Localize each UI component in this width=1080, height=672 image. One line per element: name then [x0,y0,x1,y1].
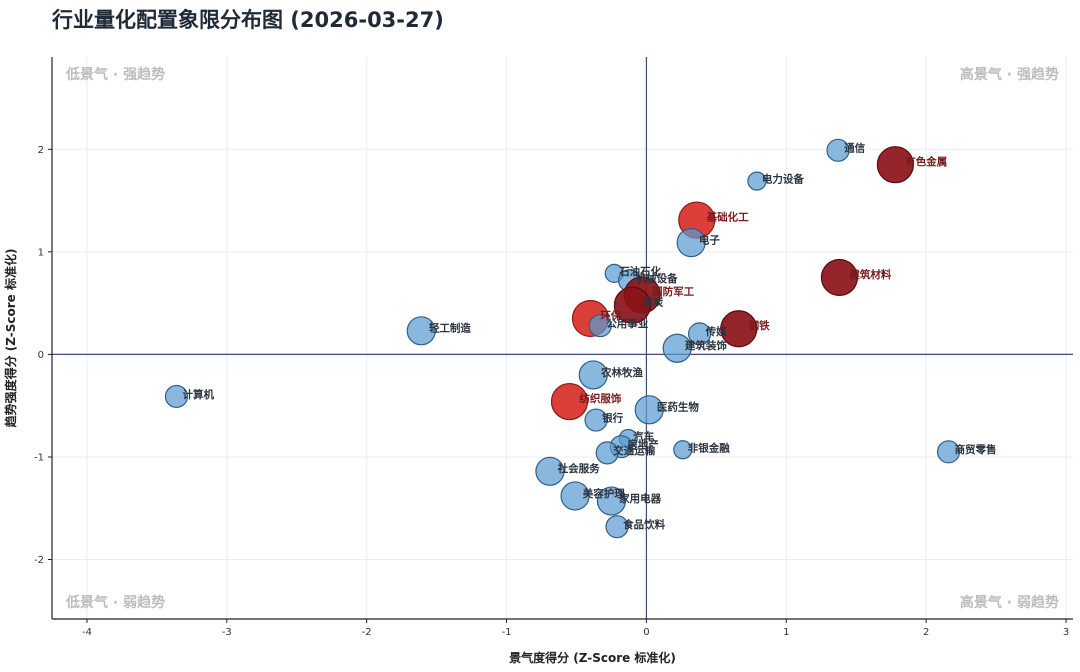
quadrant-label-top-left: 低景气 · 强趋势 [65,66,165,83]
data-point [662,333,692,363]
y-tick-label: -1 [34,452,44,463]
data-point-label: 农林牧渔 [600,366,643,379]
data-point [936,440,961,464]
quadrant-label-bottom-right: 高景气 · 弱趋势 [960,594,1059,611]
data-point-label: 钢铁 [749,319,770,332]
data-point-label: 有色金属 [905,155,947,168]
y-tick-label: -2 [34,555,44,566]
data-point [588,314,612,338]
data-point-label: 煤炭 [642,295,663,308]
x-tick-label: -4 [82,627,92,638]
data-point-label: 通信 [844,142,865,155]
data-point [634,395,664,425]
quadrant-label-bottom-left: 低景气 · 弱趋势 [65,594,165,611]
data-point-label: 纺织服饰 [579,392,621,405]
data-point-label: 国防军工 [652,285,694,298]
y-tick-label: 2 [38,145,44,156]
x-tick-label: 3 [1063,627,1069,638]
x-tick-label: 1 [783,627,789,638]
data-point [820,258,859,297]
data-point [673,440,693,460]
data-point [164,384,189,409]
data-point-label: 公用事业 [606,317,648,330]
data-point-label: 基础化工 [706,210,749,223]
data-point-label: 建筑装饰 [684,339,727,352]
data-point-label: 医药生物 [657,401,699,414]
data-point-label: 汽车 [633,430,654,443]
grid-layer [52,57,1073,619]
data-point [613,286,652,324]
data-point-label: 美容护理 [583,487,625,500]
x-tick-label: 2 [923,627,929,638]
y-axis-title: 趋势强度得分 (Z-Score 标准化) [3,249,18,428]
data-point-label: 石油石化 [618,265,661,278]
data-point [687,322,712,346]
data-point [747,171,767,191]
data-point-label: 计算机 [183,388,215,401]
data-point-label: 电子 [699,234,720,247]
data-point-label: 传媒 [705,325,727,338]
data-point-label: 交通运输 [613,444,655,457]
data-point [535,456,565,486]
axis-titles: 景气度得分 (Z-Score 标准化) 趋势强度得分 (Z-Score 标准化) [3,249,676,665]
data-point [676,228,706,258]
data-point [720,310,758,348]
data-point-label: 轻工制造 [429,322,471,335]
data-points [164,138,961,539]
data-point-label: 房地产 [627,438,659,451]
data-point-label: 非银金融 [688,441,730,454]
data-point [876,146,914,184]
y-tick-label: 0 [38,350,44,361]
data-point [605,515,629,539]
data-point [596,486,627,516]
data-point-label: 电力设备 [762,173,804,186]
y-tick-label: 1 [38,247,44,258]
x-tick-label: 0 [643,627,649,638]
data-point-label: 食品饮料 [622,518,665,531]
data-point [826,138,850,162]
data-point [560,481,590,511]
data-point-label: 家用电器 [619,492,661,505]
data-point [550,382,589,421]
data-point-label: 建筑材料 [848,268,891,281]
chart-title: 行业量化配置象限分布图 (2026-03-27) [52,8,444,32]
quadrant-label-top-right: 高景气 · 强趋势 [960,66,1059,83]
x-tick-label: -2 [362,627,372,638]
data-point [595,441,619,465]
data-point-label: 社会服务 [557,462,600,475]
x-tick-label: -1 [502,627,512,638]
axes: -4 -3 -2 -1 0 1 2 3 -2 -1 0 1 2 [34,57,1073,638]
x-axis-title: 景气度得分 (Z-Score 标准化) [509,650,676,665]
data-point-label: 环保 [600,309,621,322]
x-tick-label: -3 [222,627,232,638]
data-point-label: 商贸零售 [955,443,997,456]
data-point [584,408,608,432]
reference-lines [52,57,1073,619]
data-point [578,360,608,390]
data-point [406,316,436,346]
data-point-label: 银行 [602,411,623,424]
data-point-label: 机械设备 [636,272,678,285]
